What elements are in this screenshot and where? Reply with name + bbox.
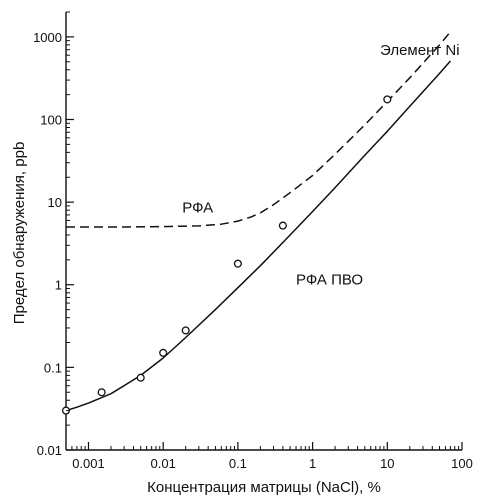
x-tick-label: 10 xyxy=(380,456,394,471)
y-tick-label: 100 xyxy=(40,112,62,127)
annotation-label: Элемент Ni xyxy=(380,42,460,59)
y-tick-label: 10 xyxy=(48,195,62,210)
data-point xyxy=(233,259,242,268)
y-tick-label: 1 xyxy=(55,278,62,293)
series-line-dashed xyxy=(66,31,451,228)
x-tick-label: 0.001 xyxy=(72,456,105,471)
x-tick-label: 0.1 xyxy=(229,456,247,471)
data-point xyxy=(383,95,392,104)
data-point xyxy=(97,388,106,397)
y-axis-label: Предел обнаружения, ppb xyxy=(11,142,28,325)
x-axis-label: Концентрация матрицы (NaCl), % xyxy=(147,479,381,496)
series-group xyxy=(61,31,451,415)
annotation-label: РФА xyxy=(182,199,213,216)
x-tick-label: 0.01 xyxy=(151,456,176,471)
x-tick-label: 100 xyxy=(451,456,473,471)
data-point xyxy=(136,373,145,382)
ticks-group: 0.001 0.01 0.1 1 10 100 0.01 0.1 1 10 100 1000 xyxy=(33,11,473,471)
data-point xyxy=(159,348,168,357)
y-tick-label: 0.01 xyxy=(37,443,62,458)
x-tick-label: 1 xyxy=(309,456,316,471)
y-tick-label: 0.1 xyxy=(44,360,62,375)
annotation-label: РФА ПВО xyxy=(296,272,363,289)
y-tick-label: 1000 xyxy=(33,30,62,45)
data-point xyxy=(181,326,190,335)
annotations-group: Элемент Ni РФА РФА ПВО xyxy=(182,42,459,289)
plot-area xyxy=(65,12,462,451)
data-point xyxy=(278,221,287,230)
series-line-solid xyxy=(65,60,451,412)
